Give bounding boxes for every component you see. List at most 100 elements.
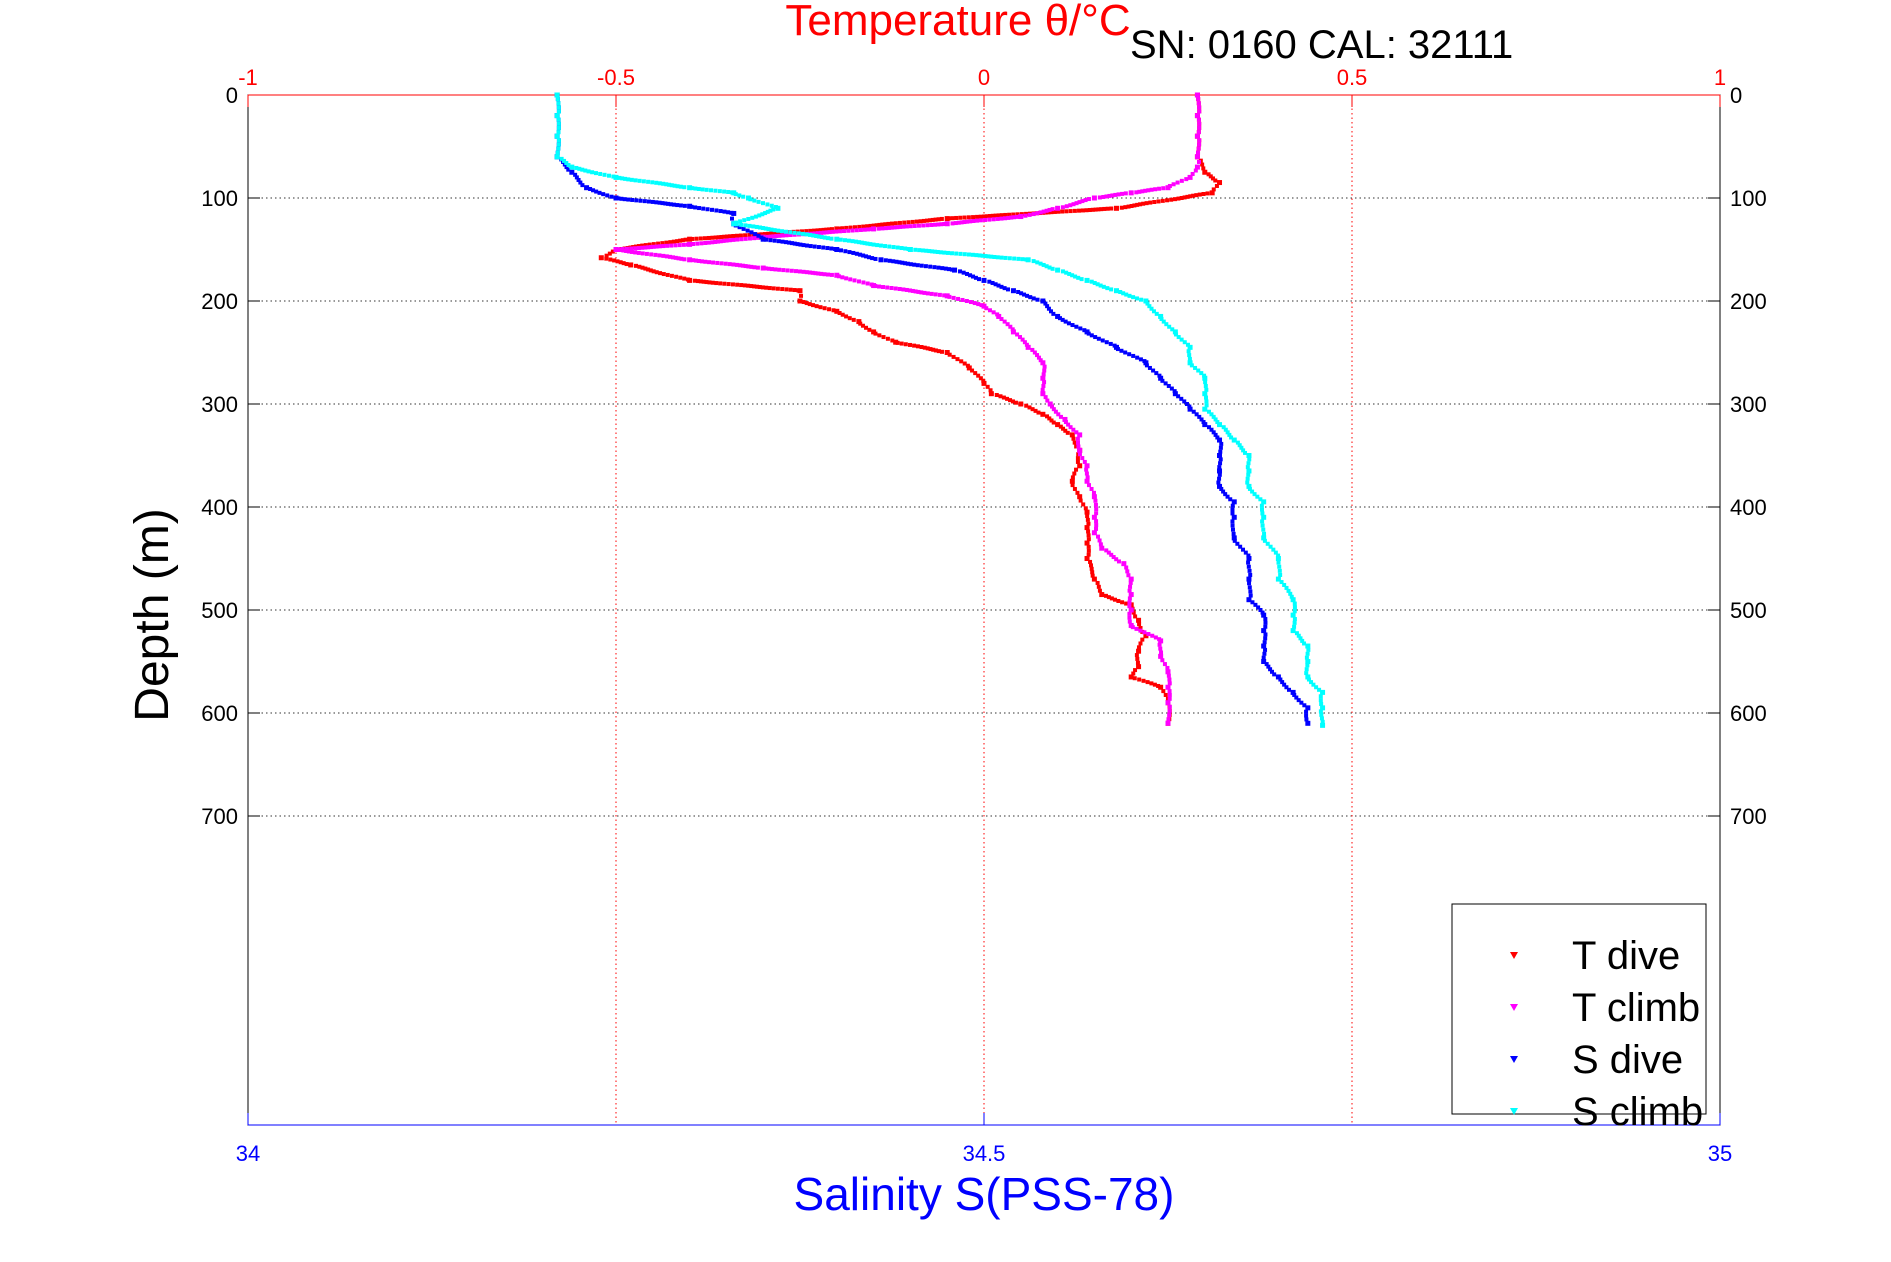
data-point (1230, 523, 1235, 528)
data-point (743, 264, 748, 269)
data-point (1099, 592, 1105, 598)
data-point (925, 291, 930, 296)
data-point (556, 130, 561, 135)
data-point (970, 368, 975, 373)
data-point (858, 321, 863, 326)
data-point (999, 213, 1004, 218)
data-point (1084, 556, 1090, 561)
data-point (768, 238, 773, 243)
data-point (1095, 580, 1100, 585)
data-point (678, 238, 683, 243)
data-point (1231, 531, 1236, 536)
data-point (830, 229, 835, 234)
data-point (723, 261, 728, 266)
data-point (1269, 669, 1274, 674)
data-point (889, 286, 894, 291)
data-point (1091, 195, 1097, 201)
data-point (1262, 531, 1267, 536)
data-point (1135, 355, 1140, 360)
data-point (1047, 401, 1053, 407)
data-point (1132, 676, 1137, 681)
data-point (566, 163, 571, 168)
data-point (993, 282, 998, 287)
data-point (1143, 298, 1149, 304)
x-top-tick-label: 0 (978, 65, 990, 90)
data-point (1127, 600, 1132, 605)
data-point (730, 282, 735, 287)
data-point (1149, 306, 1154, 311)
data-point (1103, 593, 1108, 598)
data-point (1086, 537, 1091, 542)
data-point (1214, 183, 1219, 188)
data-point (1230, 519, 1235, 524)
data-point (1246, 553, 1251, 558)
data-point (621, 248, 626, 253)
data-point (1314, 685, 1319, 690)
data-point (1211, 430, 1216, 435)
data-point (976, 302, 981, 307)
data-point (1205, 191, 1210, 196)
data-point (654, 244, 659, 249)
data-point (1165, 665, 1170, 670)
data-point (921, 218, 926, 223)
data-point (1128, 580, 1133, 585)
data-point (1097, 195, 1102, 200)
data-point (1094, 519, 1099, 524)
data-point (895, 225, 900, 230)
data-point (1165, 684, 1171, 690)
data-point (1058, 414, 1063, 419)
data-point (1080, 199, 1085, 204)
data-point (615, 259, 620, 264)
data-point (573, 172, 578, 177)
data-point (822, 235, 827, 240)
data-point (1165, 198, 1170, 203)
data-point (1134, 296, 1139, 301)
data-point (1111, 555, 1116, 560)
data-point (1006, 215, 1011, 220)
data-point (1031, 212, 1036, 217)
data-point (713, 235, 718, 240)
data-point (793, 269, 798, 274)
data-point (932, 265, 937, 270)
data-point (1028, 295, 1033, 300)
data-point (1109, 206, 1114, 211)
data-point (1106, 595, 1111, 600)
data-point (897, 260, 902, 265)
data-point (1305, 651, 1310, 656)
data-point (928, 347, 933, 352)
data-point (1019, 291, 1024, 296)
data-point (1260, 610, 1265, 615)
data-point (741, 226, 746, 231)
data-point (913, 247, 918, 252)
data-point (1086, 533, 1091, 538)
data-point (1135, 656, 1140, 661)
data-point (734, 222, 739, 227)
data-point (717, 189, 722, 194)
data-point (752, 265, 757, 270)
data-point (912, 343, 917, 348)
data-point (1074, 201, 1079, 206)
data-point (667, 182, 672, 187)
data-point (624, 248, 629, 253)
data-point (719, 234, 724, 239)
data-point (763, 211, 768, 216)
data-point (760, 236, 766, 242)
data-point (1018, 401, 1024, 407)
data-point (629, 246, 634, 251)
data-point (1157, 373, 1162, 378)
data-point (1131, 295, 1136, 300)
data-point (927, 249, 932, 254)
data-point (987, 279, 992, 284)
data-point (769, 203, 774, 208)
data-point (973, 275, 978, 280)
data-point (1120, 600, 1125, 605)
data-point (1148, 200, 1153, 205)
data-point (1153, 635, 1158, 640)
data-point (771, 234, 776, 239)
data-point (1187, 406, 1193, 412)
data-point (769, 227, 774, 232)
data-point (1230, 527, 1235, 532)
data-point (607, 251, 612, 256)
data-point (1077, 447, 1083, 453)
data-point (1115, 347, 1120, 352)
